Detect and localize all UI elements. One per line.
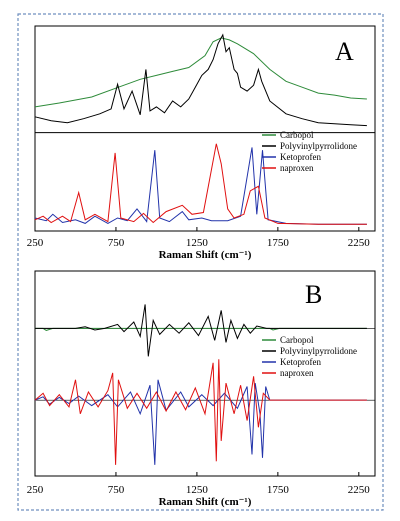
plot-area-frame	[34, 270, 376, 477]
legend-label: Ketoprofen	[280, 357, 321, 367]
legend-label: Polyvinylpyrrolidone	[280, 346, 357, 356]
plot-layer: 250 750 1250 1750 2250 Raman Shift (cm⁻¹) A Car…	[27, 25, 376, 508]
plot-area-frame	[34, 25, 376, 232]
x-tick-label: 1250	[186, 237, 209, 249]
x-tick-label: 2250	[348, 484, 371, 496]
panel-letter: A	[335, 37, 354, 66]
x-tick-label: 1250	[186, 484, 209, 496]
x-tick-label: 750	[108, 484, 125, 496]
series-line-polyvinylpyrrolidone	[34, 33, 367, 127]
legend-label: Carbopol	[280, 130, 314, 140]
legend-label: naproxen	[280, 368, 314, 378]
legend-label: Polyvinylpyrrolidone	[280, 141, 357, 151]
series-line-naproxen	[34, 359, 367, 465]
x-tick-label: 1750	[267, 484, 290, 496]
figure-frame	[17, 13, 384, 511]
legend-label: naproxen	[280, 163, 314, 173]
x-tick-label: 2250	[348, 237, 371, 249]
panel-letter: B	[305, 280, 322, 309]
x-tick-label: 750	[108, 237, 125, 249]
series-line-ketoprofen	[34, 147, 367, 225]
legend-label: Ketoprofen	[280, 152, 321, 162]
panel-b: 250 750 1250 1750 2250 Raman Shift (cm⁻¹) B Car…	[27, 270, 376, 508]
series-line-polyvinylpyrrolidone	[35, 304, 367, 357]
legend-label: Carbopol	[280, 335, 314, 345]
x-axis-title: Raman Shift (cm⁻¹)	[159, 496, 252, 508]
panel-a: 250 750 1250 1750 2250 Raman Shift (cm⁻¹) A Car…	[27, 25, 376, 261]
series-line-naproxen	[34, 143, 367, 225]
x-axis-title: Raman Shift (cm⁻¹)	[159, 249, 252, 261]
x-tick-label: 1750	[267, 237, 290, 249]
x-tick-label: 250	[27, 237, 44, 249]
x-tick-label: 250	[27, 484, 44, 496]
